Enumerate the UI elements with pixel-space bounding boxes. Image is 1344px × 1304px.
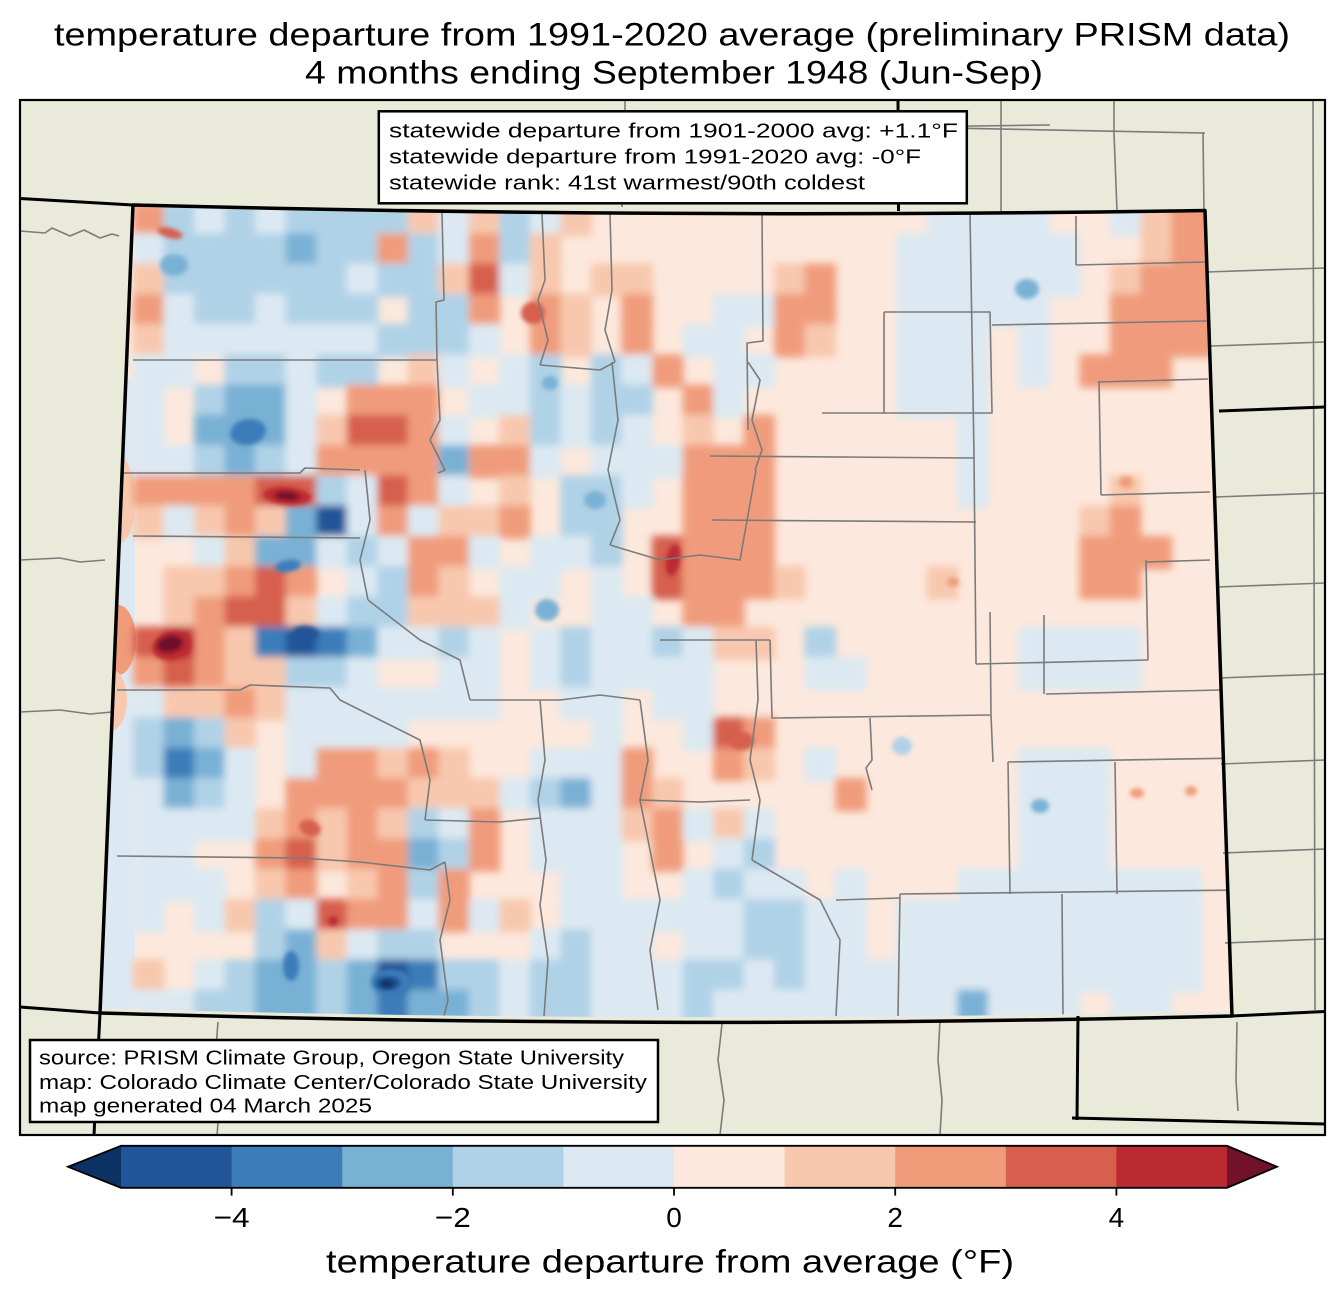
svg-text:temperature departure from 199: temperature departure from 1991-2020 ave…	[54, 16, 1290, 52]
svg-text:statewide departure from 1991-: statewide departure from 1991-2020 avg: …	[389, 147, 921, 169]
svg-text:statewide departure from 1901-: statewide departure from 1901-2000 avg: …	[389, 121, 958, 143]
svg-text:statewide rank: 41st warmest/9: statewide rank: 41st warmest/90th coldes…	[389, 173, 866, 195]
svg-text:map generated 04 March 2025: map generated 04 March 2025	[39, 1096, 372, 1118]
svg-text:4: 4	[1109, 1202, 1125, 1233]
svg-text:0: 0	[666, 1202, 682, 1233]
svg-text:4 months ending September 1948: 4 months ending September 1948 (Jun-Sep)	[305, 55, 1043, 91]
svg-text:2: 2	[887, 1202, 903, 1233]
svg-text:source: PRISM Climate Group, O: source: PRISM Climate Group, Oregon Stat…	[39, 1048, 624, 1070]
svg-text:−4: −4	[214, 1202, 250, 1233]
svg-text:map: Colorado Climate Center/C: map: Colorado Climate Center/Colorado St…	[39, 1072, 647, 1094]
svg-text:temperature departure from ave: temperature departure from average (°F)	[326, 1244, 1014, 1280]
svg-text:−2: −2	[435, 1202, 471, 1233]
